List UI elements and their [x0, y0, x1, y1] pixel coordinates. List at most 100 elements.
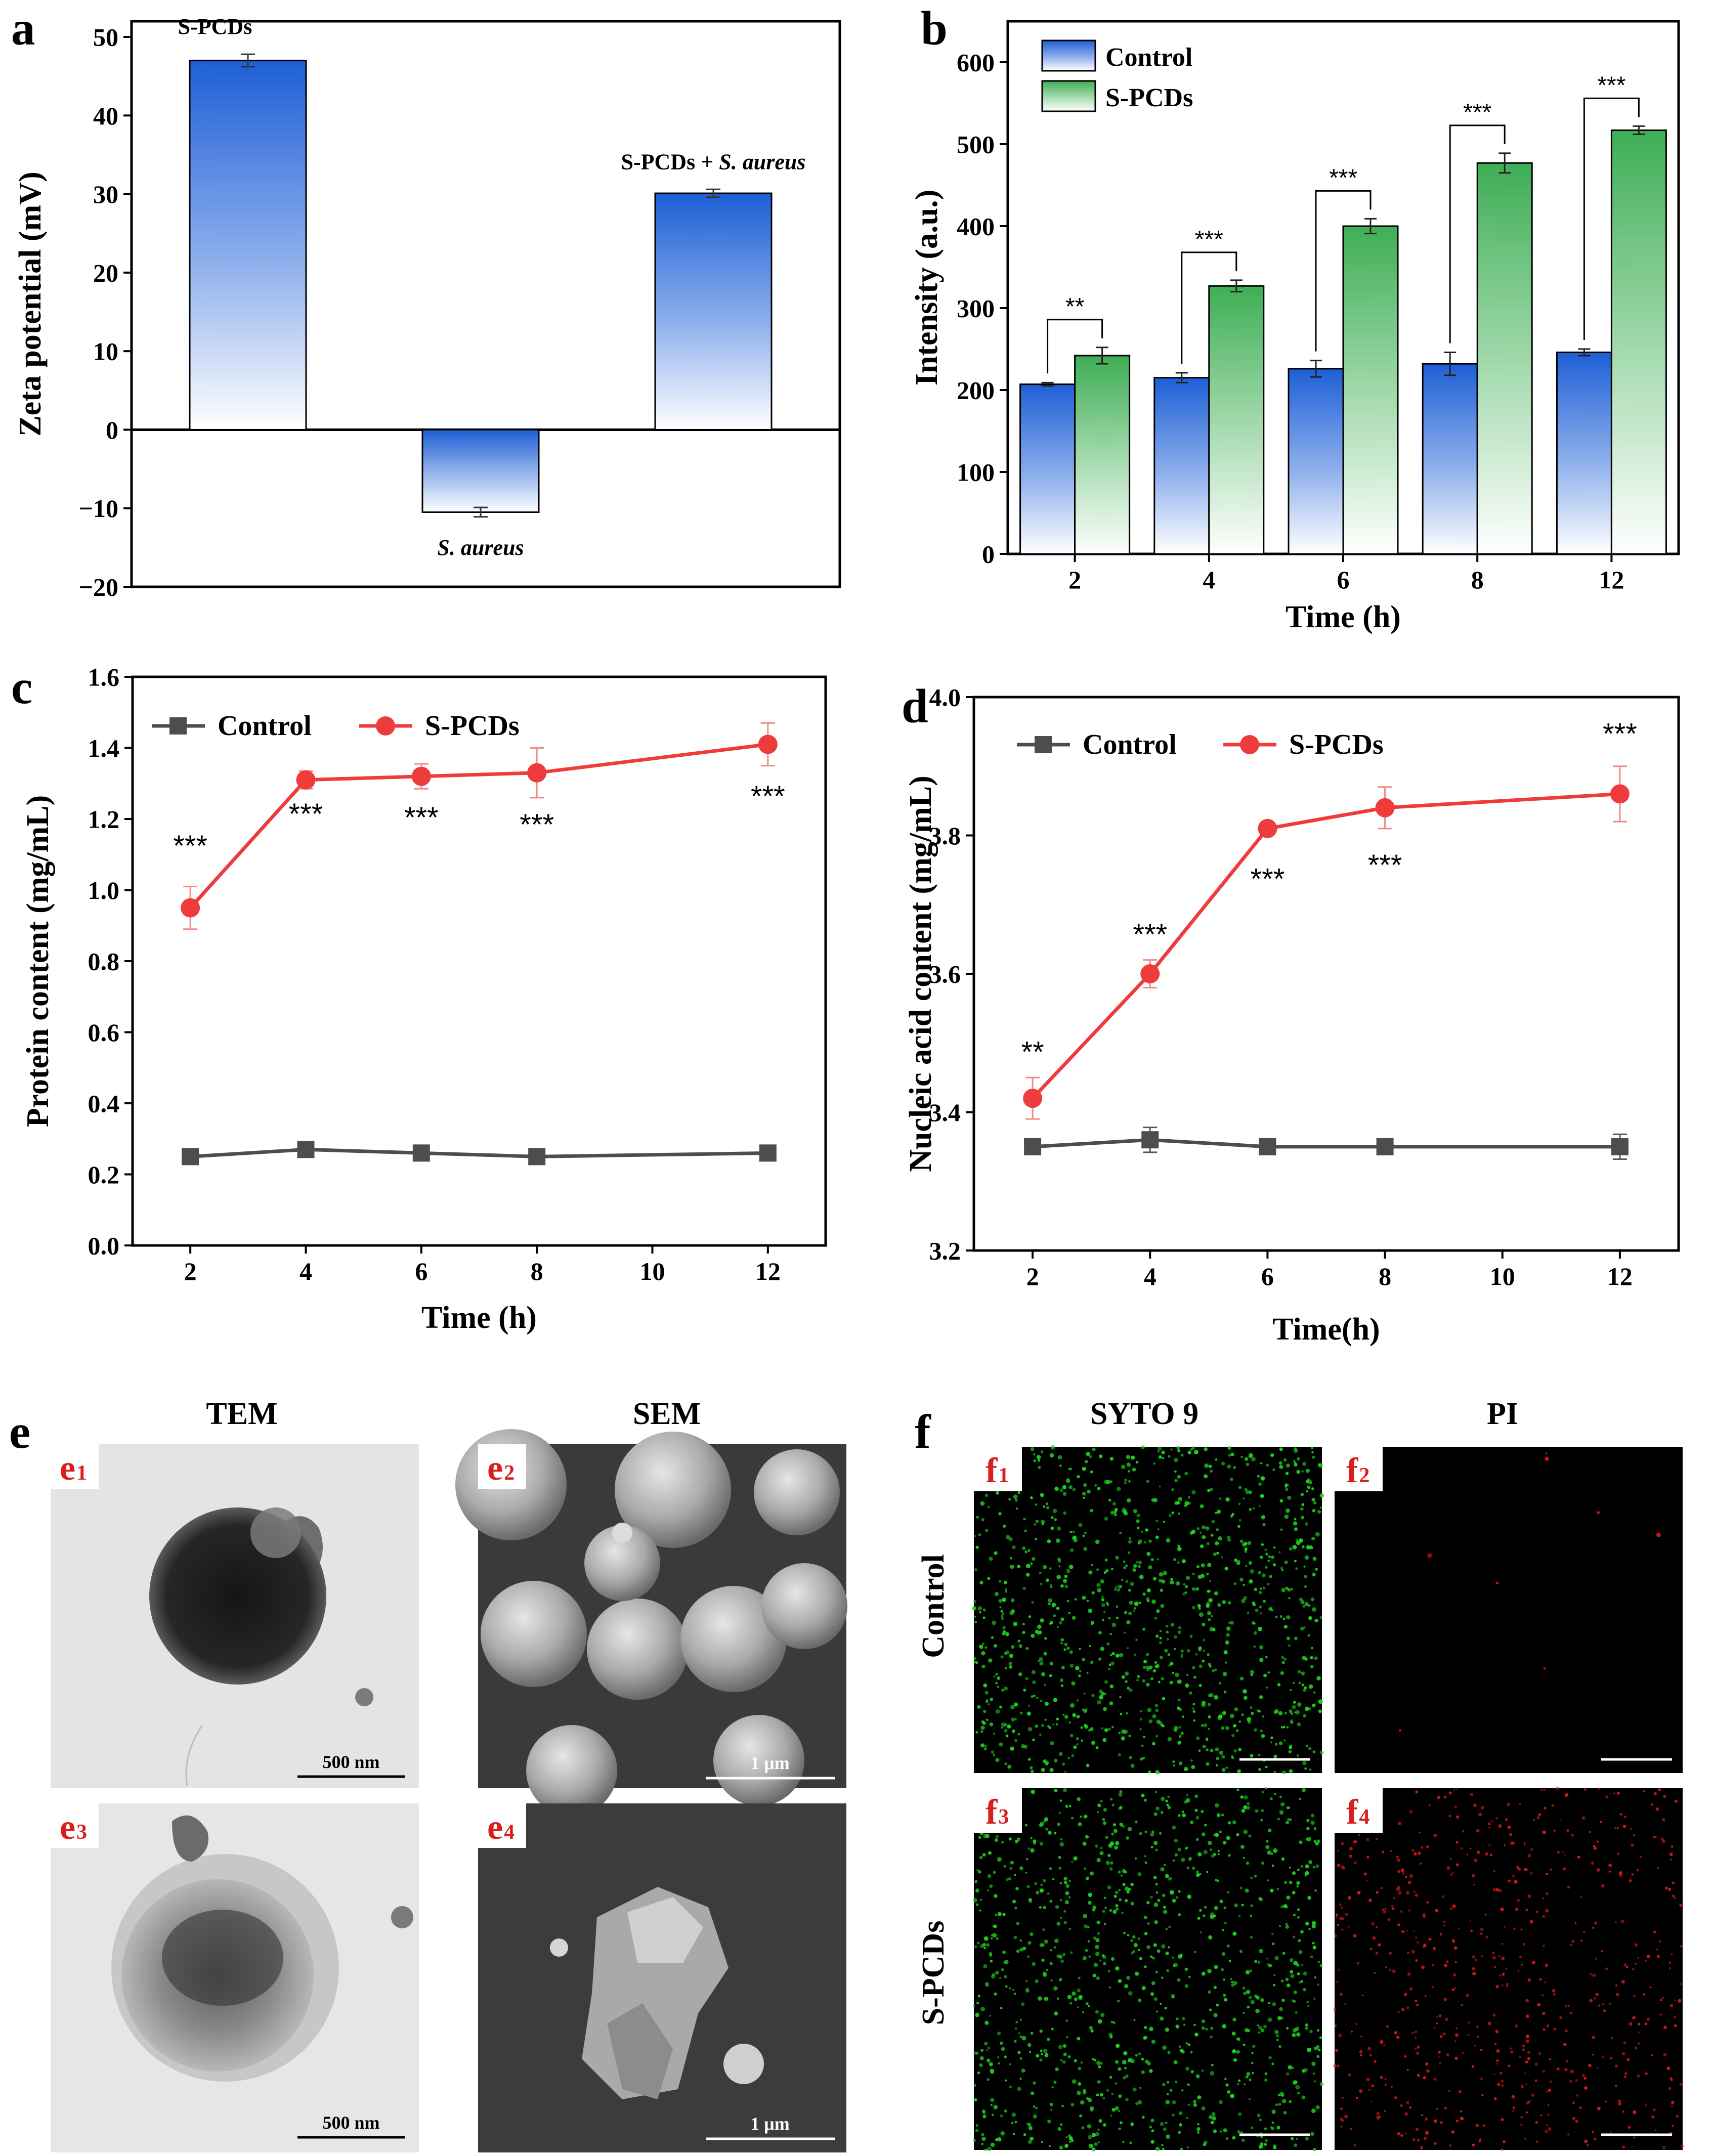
fluorescent-cell-dot	[1316, 2045, 1320, 2049]
fluorescent-cell-dot	[1271, 1932, 1274, 1935]
fluorescent-cell-dot	[1440, 2121, 1443, 2124]
x-tick-label: 12	[755, 1257, 781, 1285]
fluorescent-cell-dot	[1417, 2004, 1419, 2006]
fluorescent-cell-dot	[1053, 1614, 1056, 1617]
fluorescent-cell-dot	[1169, 1514, 1172, 1517]
tile-label-e1: e1	[60, 1449, 87, 1488]
fluorescent-cell-dot	[1068, 1927, 1072, 1930]
fluorescent-cell-dot	[1319, 1750, 1324, 1755]
fluorescent-cell-dot	[986, 1718, 989, 1721]
fluorescent-cell-dot	[1445, 2017, 1448, 2021]
fluorescent-cell-dot	[1241, 1808, 1246, 1813]
fluorescent-cell-dot	[1146, 1683, 1150, 1687]
fluorescent-cell-dot	[1517, 1899, 1520, 1902]
fluorescent-cell-dot	[1178, 1735, 1182, 1738]
fluorescent-cell-dot	[1111, 1652, 1115, 1655]
scale-label-e2: 1 μm	[750, 1753, 789, 1773]
fluorescent-cell-dot	[1147, 1922, 1150, 1925]
fluorescent-cell-dot	[1168, 1946, 1170, 1949]
marker-s-pcds-4h	[296, 770, 316, 790]
fluorescent-cell-dot	[1662, 1839, 1665, 1843]
fluorescent-cell-dot	[1013, 2040, 1017, 2043]
fluorescent-cell-dot	[1085, 1876, 1089, 1880]
tile-label-f3: f3	[986, 1793, 1009, 1832]
fluorescent-cell-dot	[1279, 1447, 1283, 1451]
fluorescent-cell-dot	[1052, 1508, 1057, 1514]
fluorescent-cell-dot	[1264, 1548, 1267, 1551]
fluorescent-cell-dot	[1193, 2103, 1197, 2107]
fluorescent-cell-dot	[1115, 1966, 1120, 1971]
fluorescent-cell-dot	[1178, 1890, 1181, 1893]
fluorescent-cell-dot	[1214, 1906, 1218, 1910]
fluorescent-cell-dot	[1466, 1994, 1469, 1997]
fluorescent-cell-dot	[1384, 1907, 1387, 1910]
fluorescent-cell-dot	[1421, 2114, 1424, 2117]
fluorescent-cell-dot	[977, 1870, 981, 1874]
fluorescent-cell-dot	[1022, 1947, 1026, 1951]
fluorescent-cell-dot	[1044, 1684, 1046, 1686]
fluorescent-cell-dot	[1102, 2123, 1106, 2127]
fluorescent-cell-dot	[1089, 1455, 1092, 1458]
fluorescent-cell-dot	[1041, 1943, 1045, 1947]
fluorescent-cell-dot	[1125, 2098, 1129, 2101]
fluorescent-cell-dot	[1049, 2102, 1053, 2106]
fluorescent-cell-dot	[1359, 2050, 1363, 2054]
fluorescent-cell-dot	[1272, 1943, 1275, 1946]
fluorescent-cell-dot	[1215, 1512, 1217, 1515]
fluorescent-cell-dot	[1004, 1723, 1007, 1727]
fluor-f4-spcds-pi: f4	[1333, 1786, 1684, 2151]
fluorescent-cell-dot	[1178, 1814, 1181, 1817]
fluorescent-cell-dot	[1191, 1529, 1196, 1534]
significance-bracket-8h	[1449, 124, 1506, 343]
fluorescent-cell-dot	[1525, 2083, 1528, 2086]
bar-3	[654, 192, 773, 430]
fluorescent-cell-dot	[1111, 1803, 1115, 1806]
y-tick-label-c: 0.6	[88, 1018, 120, 1047]
tile-label-f2: f2	[1346, 1451, 1369, 1490]
fluorescent-cell-dot	[1103, 1571, 1106, 1574]
y-tick-label-a: 50	[93, 23, 118, 52]
fluorescent-cell-dot	[1601, 1950, 1603, 1953]
fluorescent-cell-dot	[1163, 2127, 1167, 2131]
fluorescent-cell-dot	[1083, 1709, 1087, 1713]
fluorescent-cell-dot	[1064, 1771, 1067, 1773]
fluorescent-cell-dot	[1135, 2102, 1139, 2105]
fluorescent-cell-dot	[1434, 2119, 1437, 2123]
fluorescent-cell-dot	[1162, 1451, 1165, 1454]
fluorescent-cell-dot	[1126, 1975, 1131, 1980]
fluorescent-cell-dot	[991, 1937, 993, 1939]
fluorescent-cell-dot	[1038, 1465, 1041, 1469]
fluorescent-cell-dot	[1240, 1713, 1245, 1717]
fluorescent-cell-dot	[1633, 2110, 1637, 2114]
fluorescent-cell-dot	[1304, 1686, 1307, 1690]
fluorescent-cell-dot	[1058, 2045, 1063, 2049]
fluorescent-cell-dot	[1030, 1848, 1035, 1853]
fluorescent-cell-dot	[1508, 2064, 1511, 2067]
fluorescent-cell-dot	[1412, 2138, 1416, 2141]
fluorescent-cell-dot	[1018, 1640, 1021, 1642]
fluorescent-cell-dot	[1000, 1610, 1003, 1613]
fluorescent-cell-dot	[1471, 2065, 1475, 2068]
fluorescent-cell-dot	[1019, 1866, 1023, 1870]
fluorescent-cell-dot	[1297, 1908, 1300, 1911]
tile-label-f4: f4	[1346, 1793, 1369, 1832]
fluorescent-cell-dot	[1284, 1514, 1289, 1519]
fluorescent-cell-dot	[1187, 1501, 1191, 1505]
fluorescent-cell-dot	[1250, 1569, 1255, 1574]
fluorescent-cell-dot	[1040, 2049, 1043, 2052]
fluorescent-cell-dot	[1245, 1490, 1250, 1494]
fluorescent-cell-dot	[1515, 1908, 1519, 1911]
fluorescent-cell-dot	[1088, 1570, 1093, 1575]
fluorescent-cell-dot	[1570, 2069, 1574, 2074]
fluorescent-cell-dot	[1455, 2120, 1459, 2123]
fluorescent-cell-dot	[1167, 1737, 1172, 1742]
fluorescent-cell-dot	[1162, 2045, 1167, 2050]
fluorescent-cell-dot	[1413, 1930, 1415, 1932]
fluorescent-cell-dot	[1060, 2059, 1063, 2062]
fluorescent-cell-dot	[1154, 1617, 1158, 1620]
fluorescent-cell-dot	[1162, 2148, 1165, 2150]
fluorescent-cell-dot	[1223, 1978, 1225, 1981]
fluorescent-cell-dot	[1048, 1831, 1052, 1835]
fluorescent-cell-dot	[994, 1592, 999, 1597]
fluorescent-cell-dot	[1101, 1603, 1105, 1607]
